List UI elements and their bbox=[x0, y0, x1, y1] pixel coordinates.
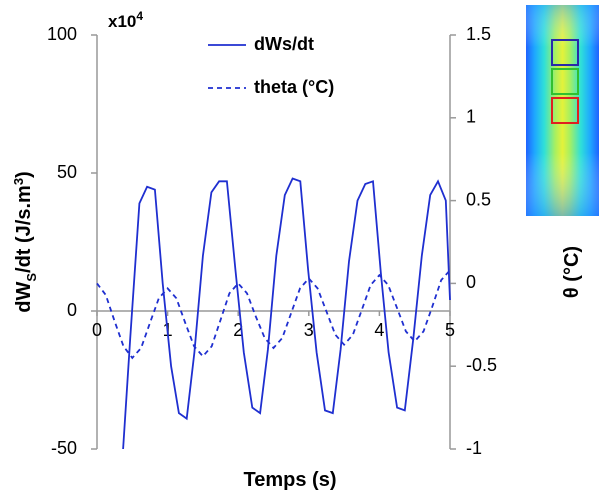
y-tick-label: 50 bbox=[57, 162, 77, 182]
thermal-shade bbox=[526, 5, 599, 216]
zone-box bbox=[551, 68, 579, 95]
y-tick-label: 0 bbox=[67, 300, 77, 320]
series-line bbox=[96, 269, 451, 360]
x-tick-label: 4 bbox=[374, 320, 384, 340]
zone-box bbox=[551, 39, 579, 66]
y-title-part: ) bbox=[13, 171, 35, 178]
y2-axis-title: θ (°C) bbox=[561, 246, 583, 298]
x-tick-label: 2 bbox=[233, 320, 243, 340]
series-line bbox=[122, 177, 451, 450]
y2-tick-label: 1.5 bbox=[466, 24, 491, 44]
y2-tick-label: 0.5 bbox=[466, 189, 491, 209]
y2-tick-label: 0 bbox=[466, 272, 476, 292]
thermal-image bbox=[526, 5, 599, 216]
y2-tick-label: -0.5 bbox=[466, 355, 497, 375]
y-multiplier: x104 bbox=[108, 9, 143, 31]
legend-label: dWs/dt bbox=[254, 34, 314, 54]
x-tick-label: 0 bbox=[92, 320, 102, 340]
x-axis-title: Temps (s) bbox=[244, 469, 337, 491]
multiplier-base: x10 bbox=[108, 12, 136, 31]
zone-box bbox=[551, 97, 579, 124]
y-title-sup: 3 bbox=[11, 178, 26, 185]
legend-label: theta (°C) bbox=[254, 77, 334, 97]
y-axis-title: dWS/dt (J/s.m3) bbox=[11, 171, 39, 312]
y2-tick-label: 1 bbox=[466, 107, 476, 127]
y-title-part: /dt (J/s.m bbox=[13, 185, 35, 273]
x-tick-label: 5 bbox=[445, 320, 455, 340]
y-title-sub: S bbox=[24, 273, 39, 282]
y-tick-label: 100 bbox=[47, 24, 77, 44]
multiplier-exp: 4 bbox=[136, 9, 143, 23]
y-tick-label: -50 bbox=[51, 438, 77, 458]
y-title-part: dW bbox=[13, 282, 35, 313]
x-tick-label: 3 bbox=[304, 320, 314, 340]
y2-tick-label: -1 bbox=[466, 438, 482, 458]
